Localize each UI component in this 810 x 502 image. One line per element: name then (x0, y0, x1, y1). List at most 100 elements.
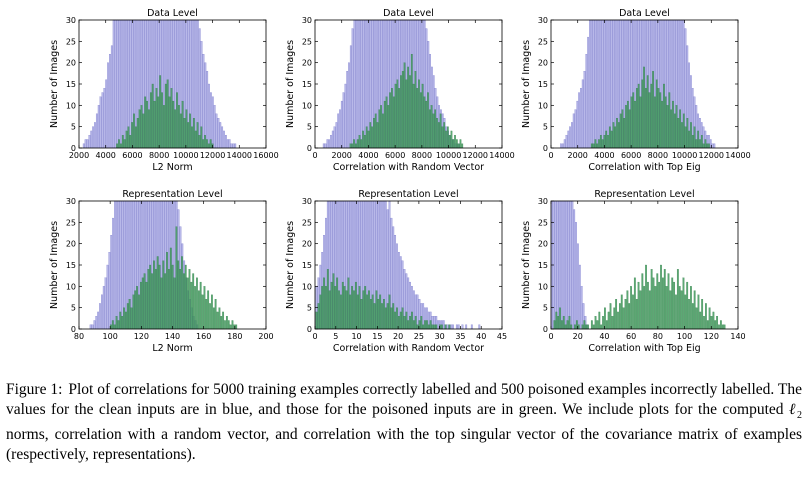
poisoned-bar (681, 122, 683, 149)
poisoned-bar (675, 294, 677, 330)
x-tick-label: 140 (730, 332, 745, 341)
clean-bar (610, 19, 613, 149)
poisoned-bar (212, 307, 215, 330)
clean-bar (437, 320, 440, 330)
clean-bar (578, 264, 581, 330)
poisoned-bar (433, 324, 436, 330)
poisoned-bar (392, 303, 395, 330)
clean-bar (116, 19, 119, 149)
clean-bar (589, 19, 591, 149)
caption-label: Figure 1: (6, 381, 63, 398)
poisoned-bar (628, 109, 631, 149)
clean-bar (234, 143, 237, 149)
clean-bar (112, 217, 114, 330)
poisoned-bar (682, 113, 685, 149)
x-axis-label: Correlation with Top Eig (588, 343, 700, 354)
poisoned-bar (632, 92, 635, 149)
poisoned-bar (440, 324, 443, 330)
poisoned-bar (189, 113, 191, 149)
poisoned-bar (353, 139, 355, 149)
x-tick-label: 16000 (253, 151, 278, 160)
poisoned-bar (677, 118, 680, 149)
poisoned-bar (599, 135, 602, 149)
poisoned-bar (562, 316, 565, 330)
clean-bar (576, 100, 579, 149)
poisoned-bar (157, 96, 160, 149)
poisoned-bar (132, 294, 135, 330)
clean-bar (112, 19, 115, 149)
clean-bar (713, 143, 716, 149)
x-tick-label: 14000 (489, 151, 514, 160)
x-tick-label: 180 (227, 332, 242, 341)
x-tick-label: 120 (704, 332, 719, 341)
poisoned-bar (179, 113, 182, 149)
y-tick-label: 20 (538, 240, 548, 249)
poisoned-bar (380, 105, 382, 149)
poisoned-bar (412, 320, 415, 330)
y-tick-label: 15 (538, 261, 548, 270)
poisoned-bar (377, 299, 380, 330)
poisoned-bar (166, 79, 169, 149)
poisoned-bar (229, 324, 232, 330)
poisoned-bar (123, 139, 126, 149)
poisoned-bar (416, 324, 419, 330)
poisoned-bar (623, 118, 626, 149)
poisoned-bar (315, 311, 318, 330)
poisoned-bar (686, 118, 689, 149)
poisoned-bar (116, 143, 119, 149)
series-poisoned (110, 226, 238, 330)
x-tick-label: 160 (196, 332, 211, 341)
y-axis-label: Number of Images (49, 40, 60, 128)
clean-bar (330, 135, 332, 149)
x-tick-label: 12000 (699, 151, 724, 160)
clean-bar (206, 71, 209, 149)
poisoned-bar (227, 320, 230, 330)
y-tick-label: 25 (302, 218, 312, 227)
poisoned-bar (690, 122, 692, 149)
poisoned-bar (222, 311, 225, 330)
poisoned-bar (663, 269, 666, 330)
poisoned-bar (138, 109, 141, 149)
poisoned-bar (125, 311, 127, 330)
poisoned-bar (615, 299, 618, 330)
poisoned-bar (323, 277, 325, 330)
poisoned-bar (349, 143, 352, 149)
poisoned-bar (426, 320, 428, 330)
poisoned-bar (209, 303, 211, 330)
poisoned-bar (143, 273, 146, 330)
y-tick-label: 0 (71, 144, 76, 153)
poisoned-bar (654, 96, 656, 149)
poisoned-bar (225, 316, 228, 330)
clean-bar (221, 126, 224, 149)
clean-bar (585, 54, 588, 149)
poisoned-bar (650, 269, 653, 330)
poisoned-bar (645, 88, 647, 149)
poisoned-bar (600, 324, 603, 330)
poisoned-bar (648, 290, 651, 330)
poisoned-bar (411, 311, 413, 330)
clean-bar (129, 19, 132, 149)
y-tick-label: 10 (538, 282, 548, 291)
poisoned-bar (334, 286, 337, 330)
x-axis-label: Correlation with Random Vector (333, 162, 484, 173)
poisoned-bar (131, 122, 134, 149)
poisoned-bar (716, 316, 719, 330)
poisoned-bar (669, 290, 672, 330)
poisoned-bar (673, 113, 676, 149)
poisoned-bar (688, 130, 691, 149)
clean-bar (228, 139, 231, 149)
chart-title: Data Level (147, 8, 198, 19)
poisoned-bar (205, 299, 208, 330)
y-tick-label: 30 (66, 16, 76, 25)
y-tick-label: 15 (538, 80, 548, 89)
poisoned-bar (617, 311, 619, 330)
poisoned-bar (390, 307, 393, 330)
x-tick-label: 20 (573, 332, 583, 341)
clean-bar (114, 19, 117, 149)
clean-bar (88, 135, 91, 149)
clean-bar (562, 200, 564, 330)
poisoned-bar (130, 307, 133, 330)
poisoned-bar (700, 135, 703, 149)
y-tick-label: 15 (66, 80, 76, 89)
poisoned-bar (399, 311, 402, 330)
